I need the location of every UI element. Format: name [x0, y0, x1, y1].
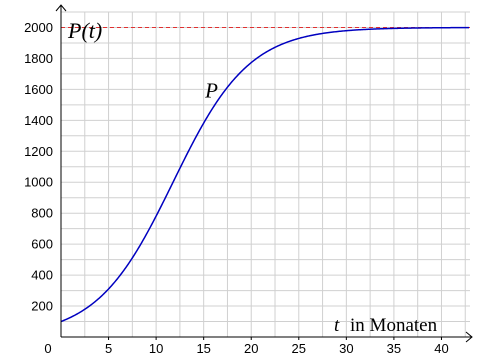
y-tick-label: 2000	[24, 20, 53, 35]
y-tick-label: 400	[31, 268, 53, 283]
y-axis-arrow	[55, 4, 67, 12]
axes	[55, 4, 473, 343]
x-axis-unit: in Monaten	[350, 315, 438, 336]
x-tick-label: 15	[196, 341, 210, 356]
x-tick-label: 10	[149, 341, 163, 356]
y-tick-label: 800	[31, 206, 53, 221]
y-tick-label: 200	[31, 299, 53, 314]
grid	[60, 11, 470, 338]
x-axis-arrow	[465, 331, 473, 343]
x-axis-label: t in Monaten	[334, 315, 438, 336]
x-tick-label: 20	[244, 341, 258, 356]
y-tick-label: 600	[31, 237, 53, 252]
y-tick-label: 1400	[24, 113, 53, 128]
series-curve-P	[60, 26, 470, 323]
x-axis-variable: t	[334, 315, 340, 336]
y-axis-label: P(t)	[67, 18, 102, 43]
y-tick-label: 1600	[24, 82, 53, 97]
series-label: P	[204, 78, 218, 102]
tick-labels: 0 5 10 15 20 25 30 35 40 200 400 600 800 1000 1200 1400…	[24, 20, 449, 356]
y-tick-label: 1200	[24, 144, 53, 159]
x-tick-label: 40	[434, 341, 448, 356]
x-tick-label: 25	[292, 341, 306, 356]
y-tick-label: 1800	[24, 51, 53, 66]
x-tick-label: 30	[339, 341, 353, 356]
y-tick-label: 1000	[24, 175, 53, 190]
x-tick-label: 35	[387, 341, 401, 356]
x-tick-label: 5	[105, 341, 112, 356]
x-tick-label: 0	[44, 341, 51, 356]
